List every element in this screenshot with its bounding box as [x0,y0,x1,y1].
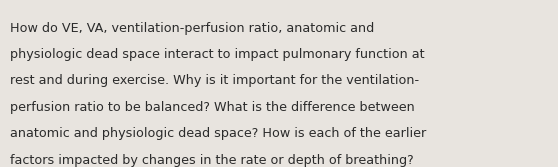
Text: How do VE, VA, ventilation-perfusion ratio, anatomic and: How do VE, VA, ventilation-perfusion rat… [10,22,374,35]
Text: anatomic and physiologic dead space? How is each of the earlier: anatomic and physiologic dead space? How… [10,127,426,140]
Text: physiologic dead space interact to impact pulmonary function at: physiologic dead space interact to impac… [10,48,425,61]
Text: factors impacted by changes in the rate or depth of breathing?: factors impacted by changes in the rate … [10,154,414,167]
Text: rest and during exercise. Why is it important for the ventilation-: rest and during exercise. Why is it impo… [10,74,419,88]
Text: perfusion ratio to be balanced? What is the difference between: perfusion ratio to be balanced? What is … [10,101,415,114]
